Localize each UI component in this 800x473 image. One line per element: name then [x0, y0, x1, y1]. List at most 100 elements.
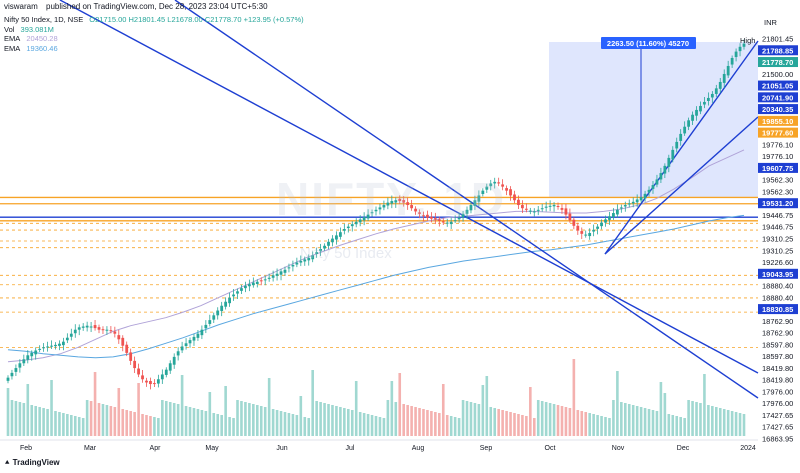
candle-body[interactable] [556, 205, 560, 207]
candle-body[interactable] [418, 212, 421, 214]
price-label[interactable]: 18419.80 [762, 376, 793, 385]
candle-body[interactable] [101, 329, 105, 331]
candle-body[interactable] [176, 351, 180, 356]
candle-body[interactable] [663, 165, 667, 174]
candle-body[interactable] [469, 205, 473, 211]
candle-body[interactable] [410, 205, 414, 209]
candle-body[interactable] [473, 200, 477, 206]
candle-body[interactable] [196, 333, 200, 338]
candle-body[interactable] [77, 327, 81, 330]
candle-body[interactable] [501, 184, 505, 187]
candle-body[interactable] [121, 337, 125, 346]
candle-body[interactable] [536, 209, 540, 211]
candle-body[interactable] [168, 363, 172, 371]
price-label[interactable]: 18830.85 [762, 305, 793, 314]
candle-body[interactable] [453, 220, 457, 222]
candle-body[interactable] [722, 73, 726, 83]
price-label[interactable]: 16863.95 [762, 435, 793, 444]
price-label[interactable]: 19310.25 [762, 235, 793, 244]
candle-body[interactable] [382, 205, 386, 208]
candle-body[interactable] [406, 202, 410, 206]
price-label[interactable]: 18762.90 [762, 317, 793, 326]
candle-body[interactable] [153, 383, 156, 385]
candle-body[interactable] [240, 288, 243, 291]
legend-volume-row[interactable]: Vol 393.081M [4, 25, 308, 35]
candle-body[interactable] [742, 43, 746, 47]
candle-body[interactable] [164, 369, 168, 375]
candle-body[interactable] [6, 377, 10, 381]
candle-body[interactable] [291, 264, 295, 267]
candle-body[interactable] [117, 335, 121, 340]
candle-body[interactable] [141, 375, 144, 380]
username[interactable]: viswaram [4, 2, 38, 11]
candle-body[interactable] [232, 294, 235, 297]
candle-body[interactable] [212, 315, 216, 320]
candle-body[interactable] [255, 281, 259, 284]
candle-body[interactable] [30, 352, 34, 357]
candle-body[interactable] [125, 344, 129, 353]
price-label[interactable]: 19310.25 [762, 246, 793, 255]
price-label[interactable]: 18597.80 [762, 340, 793, 349]
candle-body[interactable] [366, 214, 370, 219]
price-label[interactable]: 19043.95 [762, 270, 793, 279]
candle-body[interactable] [69, 333, 73, 337]
price-label[interactable]: 18762.90 [762, 329, 793, 338]
candle-body[interactable] [42, 347, 46, 349]
candle-body[interactable] [85, 325, 89, 328]
candle-body[interactable] [481, 190, 485, 195]
candle-body[interactable] [26, 355, 30, 360]
candle-body[interactable] [734, 51, 738, 58]
candle-body[interactable] [307, 257, 311, 261]
candle-body[interactable] [683, 126, 687, 134]
candle-body[interactable] [489, 183, 493, 187]
candle-body[interactable] [149, 381, 152, 385]
candle-body[interactable] [600, 222, 603, 227]
candle-body[interactable] [588, 233, 592, 237]
price-label[interactable]: 19855.10 [762, 117, 793, 126]
price-label[interactable]: 19607.75 [762, 164, 793, 173]
candle-body[interactable] [335, 235, 338, 240]
price-label[interactable]: 19777.60 [762, 129, 793, 138]
candle-body[interactable] [568, 213, 572, 221]
candle-body[interactable] [133, 360, 137, 369]
candle-body[interactable] [718, 81, 722, 89]
price-label[interactable]: 19562.30 [762, 176, 793, 185]
candle-body[interactable] [667, 157, 671, 167]
candle-body[interactable] [113, 331, 117, 334]
candle-body[interactable] [477, 195, 481, 202]
candle-body[interactable] [208, 320, 212, 324]
candle-body[interactable] [172, 356, 176, 365]
candle-body[interactable] [97, 327, 101, 330]
candle-body[interactable] [730, 57, 734, 65]
candle-body[interactable] [687, 120, 691, 127]
candle-body[interactable] [378, 207, 382, 210]
candle-body[interactable] [402, 200, 406, 203]
price-label[interactable]: 19446.75 [762, 223, 793, 232]
candle-body[interactable] [10, 372, 14, 377]
candle-body[interactable] [608, 216, 611, 220]
candle-body[interactable] [457, 217, 461, 220]
candle-body[interactable] [497, 182, 501, 184]
price-label[interactable]: 17427.65 [762, 423, 793, 432]
candle-body[interactable] [22, 359, 26, 364]
candle-body[interactable] [706, 97, 710, 101]
candle-body[interactable] [631, 201, 635, 204]
candle-body[interactable] [639, 197, 643, 201]
candle-body[interactable] [338, 232, 342, 237]
candle-body[interactable] [615, 209, 619, 215]
price-label[interactable]: 21051.05 [762, 82, 793, 91]
candle-body[interactable] [671, 149, 675, 160]
candle-body[interactable] [315, 252, 319, 254]
candle-body[interactable] [703, 101, 706, 105]
price-label[interactable]: 18880.40 [762, 293, 793, 302]
candle-body[interactable] [560, 208, 564, 210]
candle-body[interactable] [414, 208, 417, 212]
candle-body[interactable] [592, 229, 596, 232]
candle-body[interactable] [228, 297, 231, 304]
candle-body[interactable] [647, 189, 651, 193]
candle-body[interactable] [524, 208, 528, 210]
price-label[interactable]: 20340.35 [762, 105, 793, 114]
candle-body[interactable] [584, 234, 588, 236]
trend-line[interactable] [604, 40, 759, 255]
measure-box[interactable] [549, 42, 758, 198]
